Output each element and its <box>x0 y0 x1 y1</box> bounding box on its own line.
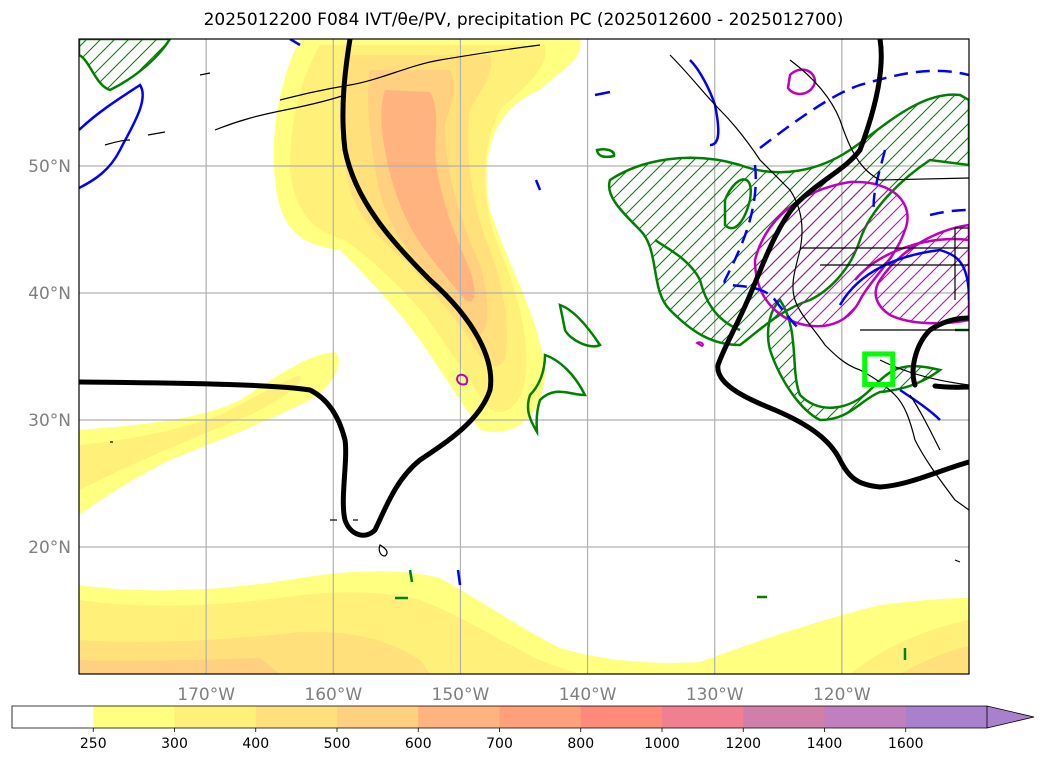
colorbar-tick-label: 700 <box>486 736 513 752</box>
lon-tick-labels: 170°W 160°W 150°W 140°W 130°W 120°W <box>177 685 871 705</box>
colorbar-segment <box>743 706 826 728</box>
lon-tick-label: 120°W <box>813 685 871 705</box>
colorbar-segment <box>499 706 582 728</box>
lat-tick-label: 30°N <box>28 411 71 431</box>
colorbar-segment <box>662 706 744 728</box>
lat-tick-label: 40°N <box>28 284 71 304</box>
colorbar-segment <box>12 706 94 728</box>
ivt-band-south <box>79 571 969 674</box>
colorbar-tick-label: 400 <box>242 736 269 752</box>
colorbar-tick-label: 800 <box>567 736 594 752</box>
colorbar: 250 300 400 500 600 700 800 1000 1200 1400 1600 <box>11 705 1035 752</box>
colorbar-tick-label: 600 <box>405 736 432 752</box>
map-area <box>79 39 969 674</box>
map-frame <box>78 38 970 675</box>
lon-tick-label: 160°W <box>304 685 362 705</box>
colorbar-segment <box>174 706 257 728</box>
lon-tick-label: 150°W <box>432 685 490 705</box>
theta-neg-contours <box>79 39 969 586</box>
colorbar-tick-label: 1000 <box>644 736 680 752</box>
ivt-plume-west <box>79 352 339 515</box>
colorbar-tick-label: 500 <box>324 736 351 752</box>
colorbar-tick-label: 1200 <box>725 736 761 752</box>
coastlines <box>104 44 969 563</box>
highlight-box <box>862 351 896 387</box>
colorbar-segment <box>418 706 501 728</box>
lon-tick-label: 130°W <box>686 685 744 705</box>
grid-lines <box>79 39 969 674</box>
colorbar-tick-label: 1600 <box>888 736 924 752</box>
colorbar-segment <box>337 706 419 728</box>
colorbar-segment <box>255 706 338 728</box>
lon-tick-label: 170°W <box>177 685 235 705</box>
lon-tick-label: 140°W <box>559 685 617 705</box>
lat-tick-labels: 20°N 30°N 40°N 50°N <box>28 157 71 558</box>
colorbar-segment <box>580 706 663 728</box>
chart-title: 2025012200 F084 IVT/θe/PV, precipitation… <box>203 10 844 30</box>
ivt-plume-north <box>273 39 581 432</box>
colorbar-tick-label: 300 <box>161 736 188 752</box>
lat-tick-label: 50°N <box>28 157 71 177</box>
colorbar-segment <box>824 706 907 728</box>
colorbar-tick-label: 250 <box>80 736 107 752</box>
colorbar-tick-label: 1400 <box>807 736 843 752</box>
colorbar-segment <box>905 706 988 728</box>
colorbar-extend-arrow <box>986 705 1035 729</box>
lat-tick-label: 20°N <box>28 538 71 558</box>
colorbar-segment <box>93 706 176 728</box>
